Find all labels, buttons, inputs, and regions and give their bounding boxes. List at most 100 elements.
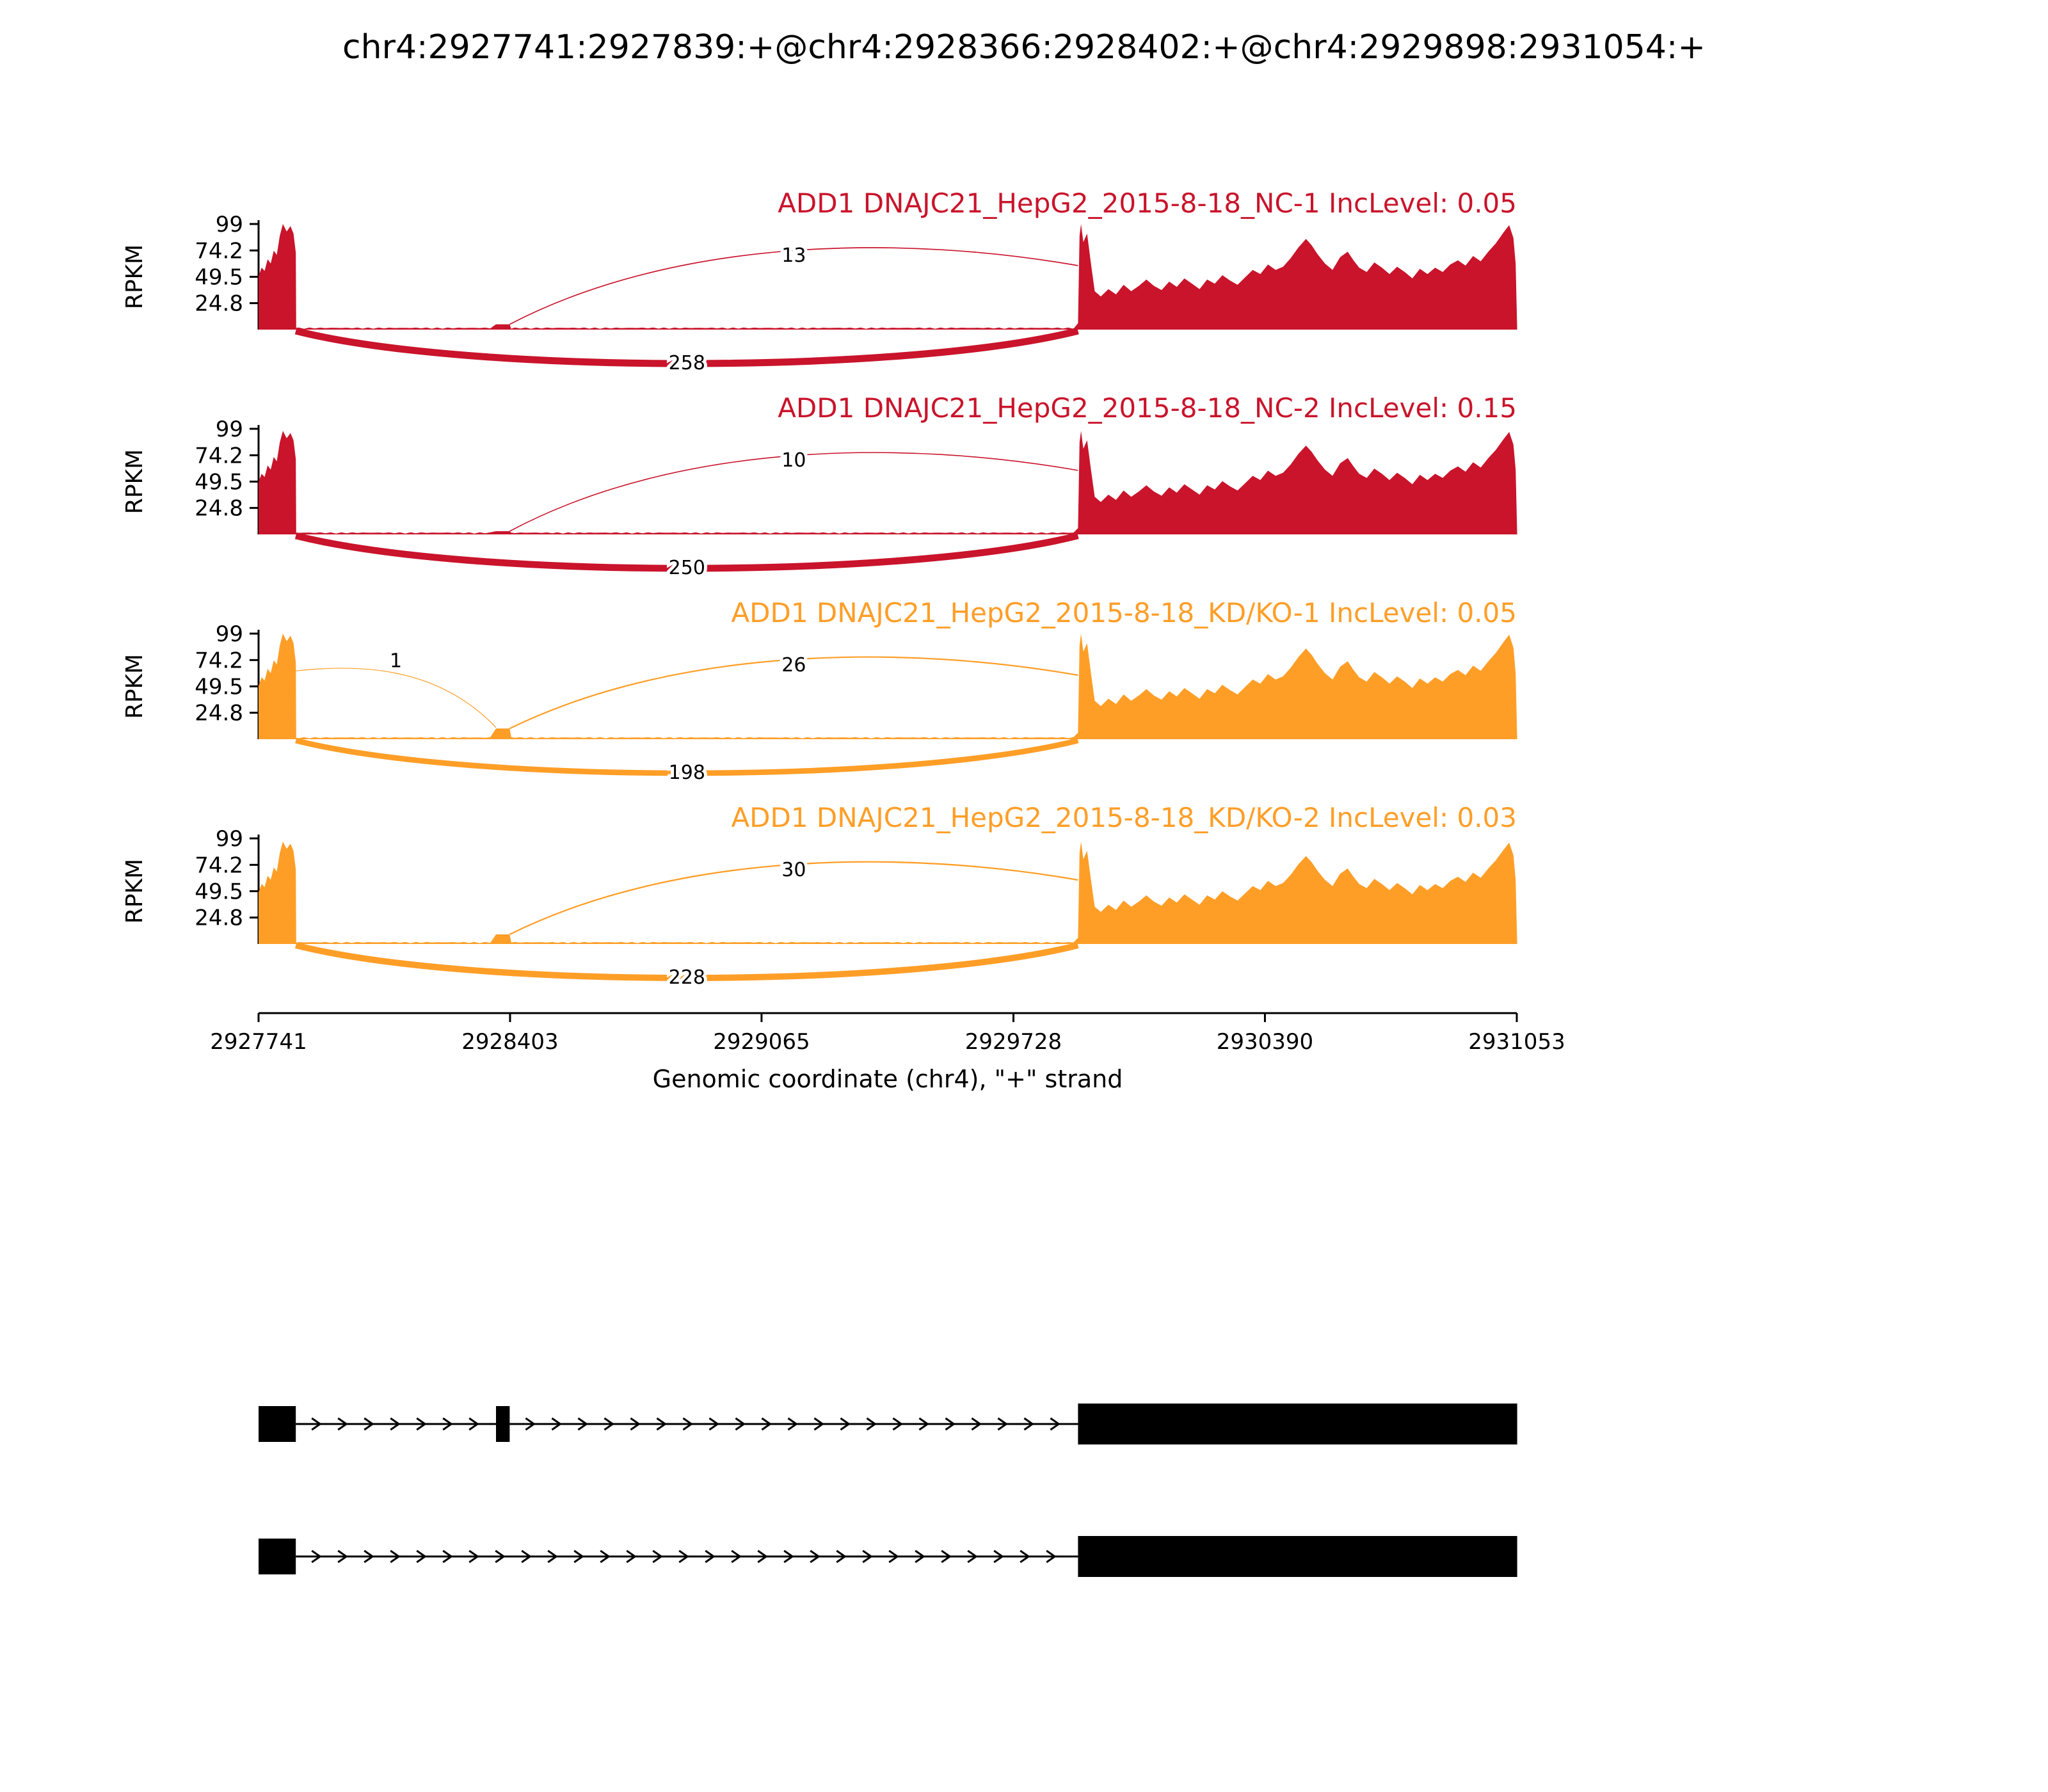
y-tick-label: 99: [216, 621, 243, 647]
strand-arrow-icon: [364, 1549, 374, 1564]
strand-arrow-icon: [416, 1417, 427, 1431]
track-label: ADD1 DNAJC21_HepG2_2015-8-18_KD/KO-1 Inc…: [731, 597, 1517, 628]
junction-read-count: 30: [781, 859, 806, 881]
y-axis-title: RPKM: [122, 654, 148, 719]
strand-arrow-icon: [525, 1417, 536, 1431]
y-tick-label: 74.2: [195, 648, 243, 673]
strand-arrow-icon: [630, 1417, 641, 1431]
strand-arrow-icon: [1020, 1549, 1030, 1564]
strand-arrow-icon: [813, 1417, 825, 1431]
y-tick-label: 74.2: [195, 852, 243, 878]
y-tick-label: 24.8: [195, 906, 243, 931]
junction-arc: [509, 247, 1078, 325]
x-tick-label: 2931053: [1468, 1029, 1565, 1055]
strand-arrow-icon: [390, 1549, 401, 1564]
strand-arrow-icon: [810, 1549, 820, 1564]
strand-arrow-icon: [761, 1417, 772, 1431]
strand-arrow-icon: [892, 1417, 904, 1431]
strand-arrow-icon: [967, 1549, 978, 1564]
strand-arrow-icon: [787, 1417, 799, 1431]
junction-arc: [509, 452, 1078, 532]
x-tick-label: 2929728: [965, 1029, 1062, 1055]
strand-arrow-icon: [364, 1417, 374, 1431]
strand-arrow-icon: [862, 1549, 873, 1564]
y-tick-label: 24.8: [195, 291, 243, 317]
strand-arrow-icon: [945, 1417, 956, 1431]
strand-arrow-icon: [993, 1549, 1004, 1564]
strand-arrow-icon: [918, 1417, 930, 1431]
strand-arrow-icon: [866, 1417, 877, 1431]
junction-arc: [294, 942, 1079, 981]
strand-arrow-icon: [573, 1549, 584, 1564]
junction-read-count: 13: [781, 244, 806, 267]
strand-arrow-icon: [840, 1417, 851, 1431]
strand-arrow-icon: [547, 1549, 558, 1564]
strand-arrow-icon: [551, 1417, 563, 1431]
strand-arrow-icon: [442, 1549, 453, 1564]
coverage-area: [259, 842, 1517, 944]
y-tick-label: 24.8: [195, 496, 243, 522]
junction-read-count: 250: [669, 557, 705, 579]
y-tick-label: 74.2: [195, 443, 243, 468]
y-axis-title: RPKM: [122, 449, 148, 514]
junction-read-count: 26: [781, 654, 806, 676]
y-tick-label: 49.5: [195, 265, 243, 291]
strand-arrow-icon: [1023, 1417, 1035, 1431]
y-tick-label: 49.5: [195, 470, 243, 495]
exon-block: [259, 1539, 296, 1574]
strand-arrow-icon: [915, 1549, 925, 1564]
strand-arrow-icon: [337, 1417, 348, 1431]
strand-arrow-icon: [311, 1549, 322, 1564]
strand-arrow-icon: [468, 1417, 479, 1431]
junction-arc: [509, 861, 1078, 936]
junction-read-count: 228: [669, 966, 705, 989]
junction-arc: [296, 668, 497, 728]
junction-read-count: 258: [669, 352, 705, 374]
strand-arrow-icon: [495, 1549, 506, 1564]
strand-arrow-icon: [708, 1417, 720, 1431]
strand-arrow-icon: [941, 1549, 952, 1564]
y-tick-label: 74.2: [195, 238, 243, 264]
coverage-area: [259, 431, 1517, 534]
x-axis-title: Genomic coordinate (chr4), "+" strand: [653, 1065, 1123, 1093]
y-tick-label: 99: [216, 212, 243, 237]
x-tick-label: 2928403: [461, 1029, 558, 1055]
track-label: ADD1 DNAJC21_HepG2_2015-8-18_NC-2 IncLev…: [778, 392, 1517, 424]
coverage-area: [259, 224, 1517, 330]
strand-arrow-icon: [705, 1549, 716, 1564]
junction-arc: [294, 532, 1079, 572]
y-tick-label: 24.8: [195, 701, 243, 726]
strand-arrow-icon: [757, 1549, 768, 1564]
exon-block: [496, 1406, 510, 1442]
strand-arrow-icon: [1050, 1417, 1061, 1431]
strand-arrow-icon: [888, 1549, 899, 1564]
junction-arc: [509, 656, 1078, 730]
strand-arrow-icon: [416, 1549, 427, 1564]
y-tick-label: 49.5: [195, 675, 243, 700]
strand-arrow-icon: [682, 1417, 694, 1431]
strand-arrow-icon: [337, 1549, 348, 1564]
strand-arrow-icon: [652, 1549, 663, 1564]
track-label: ADD1 DNAJC21_HepG2_2015-8-18_KD/KO-2 Inc…: [731, 802, 1517, 833]
y-axis-title: RPKM: [122, 244, 148, 309]
strand-arrow-icon: [390, 1417, 401, 1431]
x-tick-label: 2927741: [210, 1029, 307, 1055]
strand-arrow-icon: [1046, 1549, 1057, 1564]
strand-arrow-icon: [442, 1417, 453, 1431]
y-axis-title: RPKM: [122, 859, 148, 924]
x-tick-label: 2929065: [713, 1029, 810, 1055]
strand-arrow-icon: [311, 1417, 322, 1431]
strand-arrow-icon: [836, 1549, 847, 1564]
strand-arrow-icon: [600, 1549, 611, 1564]
strand-arrow-icon: [678, 1549, 689, 1564]
junction-read-count: 10: [781, 449, 806, 472]
strand-arrow-icon: [997, 1417, 1009, 1431]
strand-arrow-icon: [626, 1549, 637, 1564]
strand-arrow-icon: [656, 1417, 668, 1431]
exon-block: [1078, 1536, 1517, 1577]
y-tick-label: 99: [216, 417, 243, 442]
coverage-area: [259, 634, 1517, 739]
junction-read-count: 198: [669, 762, 705, 784]
